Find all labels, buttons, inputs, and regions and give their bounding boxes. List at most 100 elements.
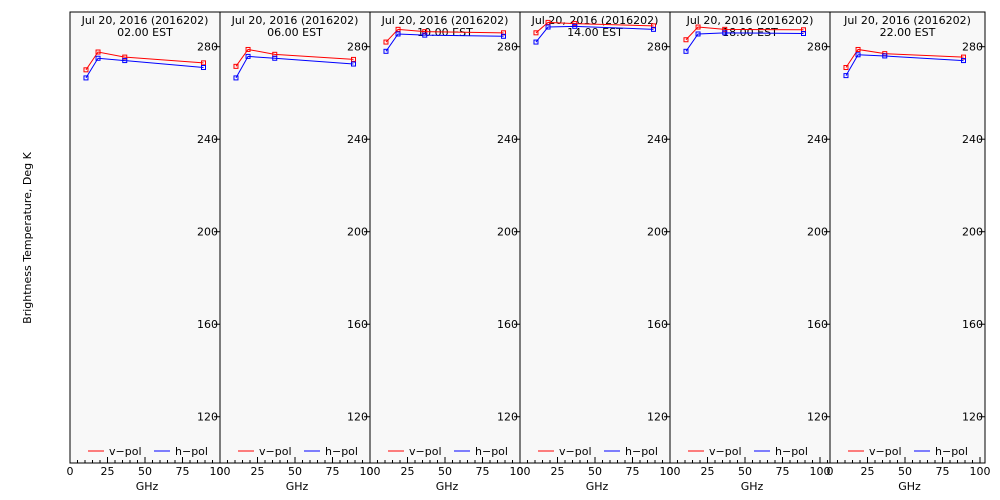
legend-label-h-pol: h−pol <box>775 445 808 458</box>
x-tick-label: 100 <box>970 465 991 478</box>
y-tick-label: 120 <box>347 411 368 424</box>
series-line-h-pol <box>85 57 204 79</box>
legend-label-h-pol: h−pol <box>475 445 508 458</box>
y-tick-label: 240 <box>807 133 828 146</box>
data-point-h-pol <box>843 73 849 79</box>
data-point-v-pol <box>122 54 128 60</box>
data-point-h-pol <box>533 39 539 45</box>
x-tick-label: 0 <box>667 465 674 478</box>
y-tick-label: 200 <box>647 226 668 239</box>
x-tick-label: 25 <box>701 465 715 478</box>
data-point-v-pol <box>201 60 206 66</box>
panel-title: Jul 20, 2016 (2016202) <box>81 14 209 27</box>
data-point-h-pol <box>695 31 701 37</box>
x-tick-label: 100 <box>360 465 381 478</box>
legend-label-v-pol: v−pol <box>559 445 592 458</box>
panel-1: 0 25 50 75 100 120 160 200 240 280 GHz Jul 20, 2016… <box>67 11 231 493</box>
data-point-v-pol <box>501 30 506 36</box>
y-tick-label: 240 <box>347 133 368 146</box>
y-tick-label: 200 <box>347 226 368 239</box>
data-point-v-pol <box>843 65 849 71</box>
series-line-h-pol <box>535 25 654 43</box>
legend-label-h-pol: h−pol <box>625 445 658 458</box>
series-line-v-pol <box>85 51 204 71</box>
data-point-h-pol <box>122 58 128 64</box>
series-line-h-pol <box>685 32 804 52</box>
panel-title: Jul 20, 2016 (2016202) <box>231 14 359 27</box>
plot-area <box>69 11 221 464</box>
data-point-h-pol <box>351 61 356 67</box>
x-tick-label: 100 <box>660 465 681 478</box>
x-tick-label: 25 <box>551 465 565 478</box>
panel-title: Jul 20, 2016 (2016202) <box>531 14 659 27</box>
y-tick-label: 280 <box>807 41 828 54</box>
y-tick-label: 280 <box>647 41 668 54</box>
series-line-h-pol <box>845 54 964 76</box>
data-point-h-pol <box>245 53 251 59</box>
y-tick-label: 280 <box>197 41 218 54</box>
data-point-h-pol <box>722 30 728 36</box>
data-point-v-pol <box>422 29 428 35</box>
x-tick-label: 75 <box>626 465 640 478</box>
x-tick-label: 0 <box>827 465 834 478</box>
data-point-v-pol <box>961 54 966 60</box>
data-point-h-pol <box>882 53 888 59</box>
x-tick-label: 100 <box>210 465 231 478</box>
series-line-h-pol <box>385 33 504 52</box>
data-point-h-pol <box>545 24 551 30</box>
data-point-h-pol <box>83 75 89 81</box>
legend-label-h-pol: h−pol <box>935 445 968 458</box>
x-axis-label: GHz <box>898 480 921 493</box>
data-point-v-pol <box>233 63 239 69</box>
y-tick-label: 120 <box>197 411 218 424</box>
y-axis-label: Brightness Temperature, Deg K <box>21 151 34 323</box>
y-tick-label: 120 <box>807 411 828 424</box>
plot-area <box>219 11 371 464</box>
y-tick-label: 240 <box>197 133 218 146</box>
data-point-h-pol <box>201 65 206 71</box>
legend-label-v-pol: v−pol <box>409 445 442 458</box>
x-tick-label: 75 <box>776 465 790 478</box>
data-point-h-pol <box>961 58 966 64</box>
data-point-v-pol <box>722 26 728 32</box>
data-point-h-pol <box>801 31 806 37</box>
y-tick-label: 200 <box>497 226 518 239</box>
y-tick-label: 240 <box>647 133 668 146</box>
data-point-h-pol <box>233 75 239 81</box>
plot-area <box>519 11 671 464</box>
panel-2: 0 25 50 75 100 120 160 200 240 280 GHz Jul 20, 2016… <box>217 11 381 493</box>
panel-title: Jul 20, 2016 (2016202) <box>686 14 814 27</box>
x-axis-label: GHz <box>586 480 609 493</box>
panel-6: 0 25 50 75 100 120 160 200 240 280 GHz Jul 20, 2016… <box>827 11 991 493</box>
x-tick-label: 0 <box>67 465 74 478</box>
plot-area <box>829 11 986 464</box>
data-point-h-pol <box>95 55 101 61</box>
data-point-h-pol <box>395 31 401 37</box>
series-line-v-pol <box>385 28 504 43</box>
x-tick-label: 50 <box>138 465 152 478</box>
x-tick-label: 50 <box>588 465 602 478</box>
data-point-v-pol <box>383 39 389 45</box>
x-tick-label: 75 <box>176 465 190 478</box>
x-axis-label: GHz <box>286 480 309 493</box>
panel-5: 0 25 50 75 100 120 160 200 240 280 GHz Jul 20, 2016… <box>667 11 831 493</box>
data-point-h-pol <box>383 48 389 54</box>
data-point-v-pol <box>95 49 101 55</box>
x-tick-label: 50 <box>288 465 302 478</box>
data-point-v-pol <box>83 67 89 73</box>
data-point-v-pol <box>695 24 701 30</box>
y-tick-label: 160 <box>347 318 368 331</box>
x-tick-label: 25 <box>101 465 115 478</box>
y-tick-label: 240 <box>497 133 518 146</box>
legend-label-v-pol: v−pol <box>869 445 902 458</box>
data-point-v-pol <box>351 56 356 62</box>
x-tick-label: 50 <box>438 465 452 478</box>
y-tick-label: 120 <box>962 411 983 424</box>
x-tick-label: 50 <box>898 465 912 478</box>
legend-label-h-pol: h−pol <box>325 445 358 458</box>
x-tick-label: 25 <box>251 465 265 478</box>
x-tick-label: 25 <box>401 465 415 478</box>
x-axis-label: GHz <box>741 480 764 493</box>
y-tick-label: 120 <box>497 411 518 424</box>
